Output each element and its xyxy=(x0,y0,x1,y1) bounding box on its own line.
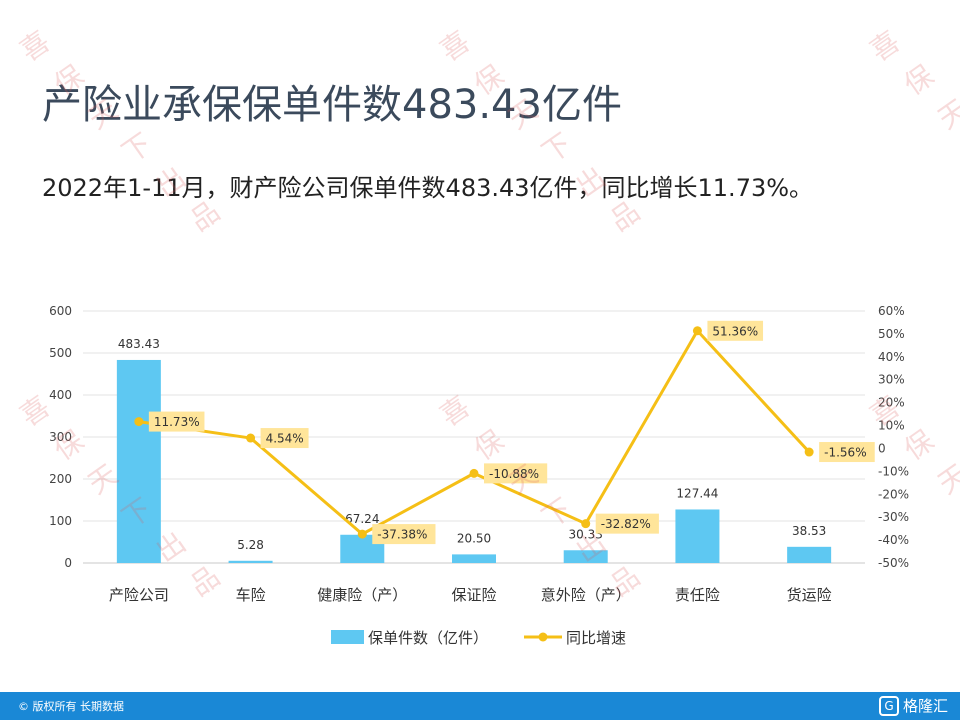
y-right-tick-label: -30% xyxy=(878,510,909,524)
page-subtitle: 2022年1-11月，财产险公司保单件数483.43亿件，同比增长11.73%。 xyxy=(42,174,814,202)
line-label-box xyxy=(372,524,436,545)
line-value-label: 4.54% xyxy=(266,432,304,446)
y-right-tick-label: 50% xyxy=(878,327,905,341)
line-point xyxy=(134,417,144,427)
brand-logo-icon: G xyxy=(878,695,899,716)
y-right-tick-label: -40% xyxy=(878,533,909,547)
x-tick-label: 责任险 xyxy=(675,586,720,604)
line-point xyxy=(804,447,814,457)
x-tick-label: 保证险 xyxy=(451,586,496,604)
x-tick-label: 健康险（产） xyxy=(317,586,407,604)
line-point xyxy=(357,529,367,539)
page-title: 产险业承保保单件数483.43亿件 xyxy=(42,82,622,128)
line-value-label: -10.88% xyxy=(489,467,539,481)
y-left-tick-label: 500 xyxy=(49,346,72,360)
brand-name: 格隆汇 xyxy=(902,697,948,715)
x-tick-label: 货运险 xyxy=(787,586,832,604)
y-right-tick-label: 20% xyxy=(878,396,905,410)
y-left-tick-label: 300 xyxy=(49,430,72,444)
line-value-label: -32.82% xyxy=(601,517,651,531)
line-value-label: 51.36% xyxy=(712,324,758,338)
bar-value-label: 20.50 xyxy=(457,531,491,545)
footer-copyright: © 版权所有 长期数据 xyxy=(18,700,124,713)
x-tick-label: 意外险（产） xyxy=(541,586,631,604)
line-point xyxy=(692,326,702,336)
line-point xyxy=(581,519,591,529)
y-left-tick-label: 100 xyxy=(49,514,72,528)
bar-value-label: 483.43 xyxy=(118,337,160,351)
bar-value-label: 5.28 xyxy=(237,538,264,552)
y-left-tick-label: 200 xyxy=(49,472,72,486)
line-label-box xyxy=(484,463,548,484)
line-label-box xyxy=(707,320,764,341)
bar xyxy=(563,550,608,563)
line-value-label: -37.38% xyxy=(377,528,427,542)
y-right-tick-label: 0 xyxy=(878,441,886,455)
bar-value-label: 67.24 xyxy=(345,512,379,526)
legend-bar-label: 保单件数（亿件） xyxy=(368,629,488,647)
growth-line xyxy=(138,329,811,536)
line-label-box xyxy=(819,442,875,463)
footer-bar: © 版权所有 长期数据 G 格隆汇 xyxy=(0,692,960,720)
y-left-tick-label: 0 xyxy=(64,556,72,570)
bar xyxy=(787,546,832,563)
line-label-box xyxy=(260,428,309,449)
bar xyxy=(675,509,720,563)
line-point xyxy=(469,468,479,478)
bar-value-label: 127.44 xyxy=(676,486,718,500)
y-right-tick-label: -10% xyxy=(878,464,909,478)
y-right-tick-label: -50% xyxy=(878,556,909,570)
legend-line-label: 同比增速 xyxy=(566,629,626,647)
line-label-box xyxy=(148,411,205,432)
line-value-label: -1.56% xyxy=(824,446,866,460)
y-right-tick-label: 10% xyxy=(878,419,905,433)
bar xyxy=(452,554,496,563)
bar xyxy=(116,359,161,563)
bar-value-label: 38.53 xyxy=(792,524,826,538)
y-left-tick-label: 600 xyxy=(49,304,72,318)
legend-line-marker xyxy=(538,632,548,642)
x-tick-label: 车险 xyxy=(236,586,266,604)
y-left-tick-label: 400 xyxy=(49,388,72,402)
y-right-tick-label: 40% xyxy=(878,350,905,364)
bar-value-label: 30.33 xyxy=(569,527,603,541)
y-right-tick-label: 30% xyxy=(878,373,905,387)
brand-logo: G 格隆汇 xyxy=(878,695,948,716)
line-value-label: 11.73% xyxy=(154,415,200,429)
line-label-box xyxy=(595,513,659,534)
x-tick-label: 产险公司 xyxy=(109,586,169,604)
line-point xyxy=(246,433,256,443)
bar xyxy=(228,560,273,563)
y-right-tick-label: 60% xyxy=(878,304,905,318)
legend-bar-swatch xyxy=(331,630,364,644)
y-right-tick-label: -20% xyxy=(878,487,909,501)
